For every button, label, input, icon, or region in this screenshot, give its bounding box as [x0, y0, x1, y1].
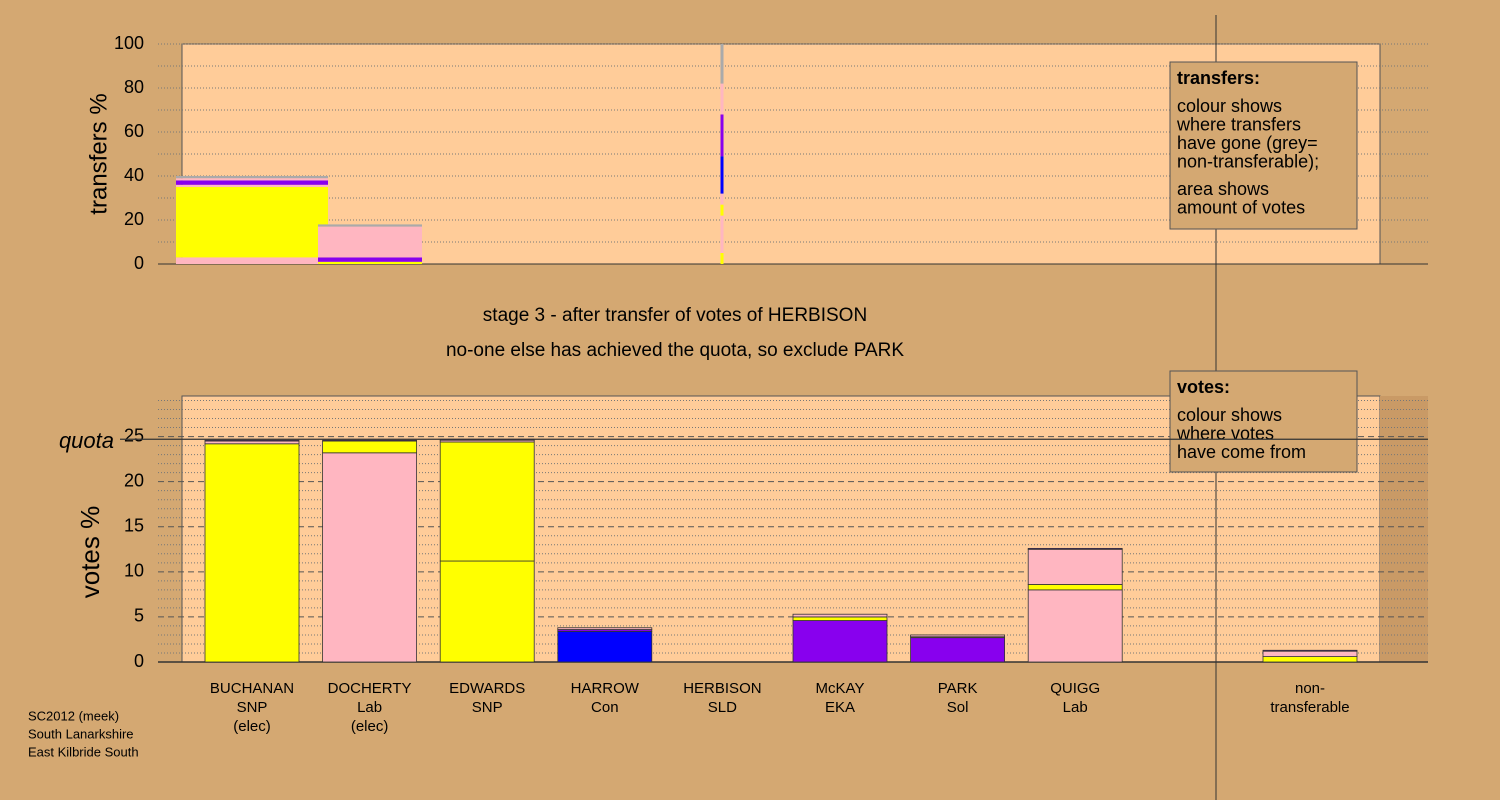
transfer-segment [176, 187, 328, 258]
transfer-segment [176, 257, 328, 264]
info-text: amount of votes [1177, 197, 1305, 217]
x-tick-label: PARK [938, 680, 978, 697]
vote-segment [204, 443, 300, 663]
y-tick-label: 20 [124, 470, 144, 490]
vote-segment [910, 634, 1005, 638]
y-axis-title: votes % [75, 506, 105, 599]
x-tick-label: SNP [237, 699, 268, 716]
y-tick-label: 100 [114, 33, 144, 53]
transfer-segment [318, 261, 422, 264]
subtitle: stage 3 - after transfer of votes of HER… [483, 305, 867, 326]
x-tick-label: EDWARDS [449, 680, 525, 697]
transfer-segment [720, 156, 724, 194]
info-text: where transfers [1176, 114, 1301, 134]
vote-segment [1027, 547, 1123, 550]
transfer-segment [318, 224, 422, 227]
vote-segment [557, 630, 653, 663]
vote-segment [322, 440, 418, 454]
vote-segment [439, 441, 535, 562]
transfer-segment [318, 226, 422, 258]
vote-segment [1027, 584, 1123, 591]
transfer-segment [720, 215, 724, 253]
y-tick-label: 60 [124, 121, 144, 141]
transfer-segment [176, 180, 328, 185]
transfer-segment [720, 253, 724, 264]
info-text: non-transferable); [1177, 151, 1319, 171]
y-axis-title: transfers % [85, 93, 112, 214]
footer: East Kilbride South [28, 744, 139, 759]
x-tick-label: non- [1295, 680, 1325, 697]
info-text: colour shows [1177, 405, 1282, 425]
x-tick-label: Lab [357, 699, 382, 716]
info-text: have gone (grey= [1177, 133, 1318, 153]
footer: SC2012 (meek) [28, 708, 119, 723]
y-tick-label: 80 [124, 77, 144, 97]
y-tick-label: 10 [124, 561, 144, 581]
y-tick-label: 0 [134, 651, 144, 671]
x-tick-label: HARROW [571, 680, 640, 697]
info-text: colour shows [1177, 96, 1282, 116]
transfer-segment [176, 184, 328, 187]
transfer-segment [318, 257, 422, 262]
x-tick-label: EKA [825, 699, 855, 716]
info-title: transfers: [1177, 68, 1260, 88]
info-title: votes: [1177, 377, 1230, 397]
x-tick-label: McKAY [816, 680, 865, 697]
transfer-segment [720, 83, 724, 115]
vote-segment [1262, 650, 1358, 657]
transfer-segment [720, 204, 724, 216]
vote-segment [204, 439, 300, 442]
y-tick-label: 15 [124, 515, 144, 535]
x-tick-label: BUCHANAN [210, 680, 294, 697]
x-tick-label: Con [591, 699, 619, 716]
y-tick-label: 0 [134, 253, 144, 273]
transfer-segment [176, 176, 328, 179]
x-tick-label: QUIGG [1050, 680, 1100, 697]
y-tick-label: 25 [124, 425, 144, 445]
transfer-segment [720, 193, 724, 205]
info-text: have come from [1177, 442, 1306, 462]
vote-segment [322, 439, 418, 442]
vote-segment [910, 637, 1005, 663]
vote-segment [1027, 589, 1123, 663]
transfer-segment [720, 44, 724, 84]
vote-segment [557, 627, 653, 630]
info-text: area shows [1177, 179, 1269, 199]
x-tick-label: SLD [708, 699, 737, 716]
transfer-segment [720, 114, 724, 157]
x-tick-label: Sol [947, 699, 969, 716]
info-box [1169, 370, 1358, 473]
y-tick-label: 5 [134, 606, 144, 626]
x-tick-label: SNP [472, 699, 503, 716]
info-text: where votes [1176, 423, 1274, 443]
vote-segment [792, 613, 888, 618]
vote-segment [204, 440, 300, 445]
vote-segment [792, 620, 888, 663]
subtitle: no-one else has achieved the quota, so e… [446, 340, 904, 361]
info-box [1169, 61, 1358, 230]
vote-segment [322, 452, 418, 663]
vote-segment [1262, 656, 1358, 663]
x-tick-label: (elec) [351, 718, 389, 735]
footer: South Lanarkshire [28, 726, 134, 741]
quota-label: quota [59, 428, 114, 453]
x-tick-label: transferable [1270, 699, 1349, 716]
vote-segment [439, 560, 535, 663]
shade [1380, 396, 1428, 662]
y-tick-label: 40 [124, 165, 144, 185]
vote-segment [1262, 649, 1358, 652]
y-tick-label: 20 [124, 209, 144, 229]
transfer-segment [176, 178, 328, 181]
x-tick-label: HERBISON [683, 680, 761, 697]
vote-segment [792, 616, 888, 621]
x-tick-label: DOCHERTY [328, 680, 412, 697]
x-tick-label: (elec) [233, 718, 271, 735]
vote-segment [1027, 548, 1123, 585]
x-tick-label: Lab [1063, 699, 1088, 716]
